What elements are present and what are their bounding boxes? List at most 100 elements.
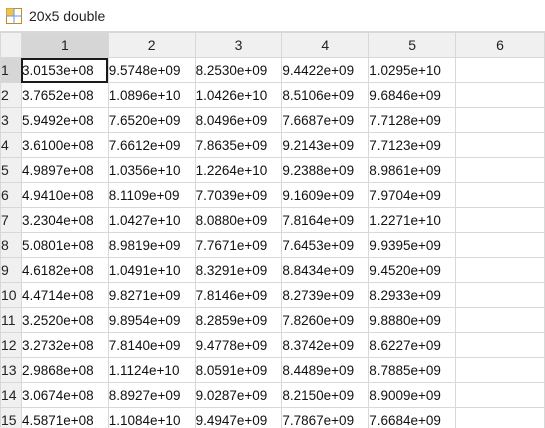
row-header[interactable]: 6 xyxy=(0,182,22,208)
data-cell[interactable]: 9.8880e+09 xyxy=(368,307,456,333)
data-cell[interactable]: 9.2388e+09 xyxy=(281,157,370,183)
data-cell[interactable]: 8.2739e+09 xyxy=(281,282,370,308)
data-cell[interactable]: 1.2271e+10 xyxy=(368,207,456,233)
data-cell[interactable]: 8.3742e+09 xyxy=(281,332,370,358)
data-cell[interactable]: 1.1124e+10 xyxy=(107,357,196,383)
data-cell[interactable]: 1.1084e+10 xyxy=(107,407,196,428)
empty-cell[interactable] xyxy=(455,257,545,283)
column-header[interactable]: 2 xyxy=(107,32,196,58)
data-cell[interactable]: 1.0896e+10 xyxy=(107,82,196,108)
data-cell[interactable]: 9.8954e+09 xyxy=(107,307,196,333)
data-cell[interactable]: 1.2264e+10 xyxy=(194,157,283,183)
data-cell[interactable]: 8.0496e+09 xyxy=(194,107,283,133)
data-cell[interactable]: 8.8434e+09 xyxy=(281,257,370,283)
data-cell[interactable]: 4.9897e+08 xyxy=(20,157,109,183)
data-cell[interactable]: 7.7867e+09 xyxy=(281,407,370,428)
row-header[interactable]: 7 xyxy=(0,207,22,233)
data-cell[interactable]: 7.7039e+09 xyxy=(194,182,283,208)
column-header[interactable]: 3 xyxy=(194,32,283,58)
column-header[interactable]: 4 xyxy=(281,32,370,58)
row-header[interactable]: 5 xyxy=(0,157,22,183)
row-header[interactable]: 3 xyxy=(0,107,22,133)
empty-cell[interactable] xyxy=(455,232,545,258)
data-cell[interactable]: 7.7671e+09 xyxy=(194,232,283,258)
data-cell[interactable]: 7.7128e+09 xyxy=(368,107,456,133)
row-header[interactable]: 1 xyxy=(0,57,22,83)
data-cell[interactable]: 1.0356e+10 xyxy=(107,157,196,183)
data-cell[interactable]: 8.3291e+09 xyxy=(194,257,283,283)
data-cell[interactable]: 7.8635e+09 xyxy=(194,132,283,158)
data-cell[interactable]: 7.8260e+09 xyxy=(281,307,370,333)
empty-cell[interactable] xyxy=(455,307,545,333)
data-cell[interactable]: 3.7652e+08 xyxy=(20,82,109,108)
empty-cell[interactable] xyxy=(455,132,545,158)
data-cell[interactable]: 8.9009e+09 xyxy=(368,382,456,408)
data-cell[interactable]: 9.9395e+09 xyxy=(368,232,456,258)
column-header[interactable]: 5 xyxy=(368,32,456,58)
empty-cell[interactable] xyxy=(455,182,545,208)
empty-cell[interactable] xyxy=(455,357,545,383)
data-cell[interactable]: 3.6100e+08 xyxy=(20,132,109,158)
data-cell[interactable]: 7.6520e+09 xyxy=(107,107,196,133)
data-cell[interactable]: 8.9819e+09 xyxy=(107,232,196,258)
data-cell[interactable]: 8.7885e+09 xyxy=(368,357,456,383)
empty-cell[interactable] xyxy=(455,382,545,408)
data-cell[interactable]: 7.6687e+09 xyxy=(281,107,370,133)
data-cell[interactable]: 7.8146e+09 xyxy=(194,282,283,308)
row-header[interactable]: 10 xyxy=(0,282,22,308)
data-cell[interactable]: 7.8140e+09 xyxy=(107,332,196,358)
data-cell[interactable]: 1.0295e+10 xyxy=(368,57,456,83)
data-cell[interactable]: 9.4422e+09 xyxy=(281,57,370,83)
data-cell[interactable]: 7.7123e+09 xyxy=(368,132,456,158)
data-cell[interactable]: 1.0426e+10 xyxy=(194,82,283,108)
empty-cell[interactable] xyxy=(455,282,545,308)
row-header[interactable]: 12 xyxy=(0,332,22,358)
empty-cell[interactable] xyxy=(455,107,545,133)
row-header[interactable]: 15 xyxy=(0,407,22,428)
data-cell[interactable]: 8.0880e+09 xyxy=(194,207,283,233)
data-cell[interactable]: 9.6846e+09 xyxy=(368,82,456,108)
data-cell[interactable]: 9.2143e+09 xyxy=(281,132,370,158)
corner-cell[interactable] xyxy=(0,32,22,58)
data-cell[interactable]: 8.0591e+09 xyxy=(194,357,283,383)
data-cell[interactable]: 9.1609e+09 xyxy=(281,182,370,208)
data-cell[interactable]: 8.9861e+09 xyxy=(368,157,456,183)
data-cell[interactable]: 8.6227e+09 xyxy=(368,332,456,358)
data-cell[interactable]: 5.9492e+08 xyxy=(20,107,109,133)
data-cell[interactable]: 7.6612e+09 xyxy=(107,132,196,158)
data-cell[interactable]: 1.0491e+10 xyxy=(107,257,196,283)
data-cell[interactable]: 3.2520e+08 xyxy=(20,307,109,333)
empty-cell[interactable] xyxy=(455,82,545,108)
data-cell[interactable]: 1.0427e+10 xyxy=(107,207,196,233)
empty-cell[interactable] xyxy=(455,407,545,428)
data-cell[interactable]: 7.9704e+09 xyxy=(368,182,456,208)
empty-cell[interactable] xyxy=(455,207,545,233)
data-cell[interactable]: 3.0674e+08 xyxy=(20,382,109,408)
data-cell[interactable]: 8.8927e+09 xyxy=(107,382,196,408)
data-cell[interactable]: 8.4489e+09 xyxy=(281,357,370,383)
empty-cell[interactable] xyxy=(455,157,545,183)
data-cell[interactable]: 8.5106e+09 xyxy=(281,82,370,108)
data-cell[interactable]: 8.2859e+09 xyxy=(194,307,283,333)
data-cell[interactable]: 9.5748e+09 xyxy=(107,57,196,83)
data-cell[interactable]: 4.5871e+08 xyxy=(20,407,109,428)
data-cell[interactable]: 8.2150e+09 xyxy=(281,382,370,408)
data-cell[interactable]: 9.4778e+09 xyxy=(194,332,283,358)
row-header[interactable]: 2 xyxy=(0,82,22,108)
data-cell[interactable]: 4.9410e+08 xyxy=(20,182,109,208)
data-cell[interactable]: 3.0153e+08 xyxy=(20,57,109,83)
data-cell[interactable]: 9.8271e+09 xyxy=(107,282,196,308)
row-header[interactable]: 14 xyxy=(0,382,22,408)
data-cell[interactable]: 8.1109e+09 xyxy=(107,182,196,208)
data-cell[interactable]: 9.4520e+09 xyxy=(368,257,456,283)
column-header[interactable]: 1 xyxy=(20,32,109,58)
data-cell[interactable]: 7.8164e+09 xyxy=(281,207,370,233)
empty-cell[interactable] xyxy=(455,57,545,83)
data-cell[interactable]: 7.6453e+09 xyxy=(281,232,370,258)
row-header[interactable]: 13 xyxy=(0,357,22,383)
data-cell[interactable]: 8.2933e+09 xyxy=(368,282,456,308)
data-cell[interactable]: 3.2304e+08 xyxy=(20,207,109,233)
data-cell[interactable]: 5.0801e+08 xyxy=(20,232,109,258)
data-cell[interactable]: 2.9868e+08 xyxy=(20,357,109,383)
row-header[interactable]: 9 xyxy=(0,257,22,283)
